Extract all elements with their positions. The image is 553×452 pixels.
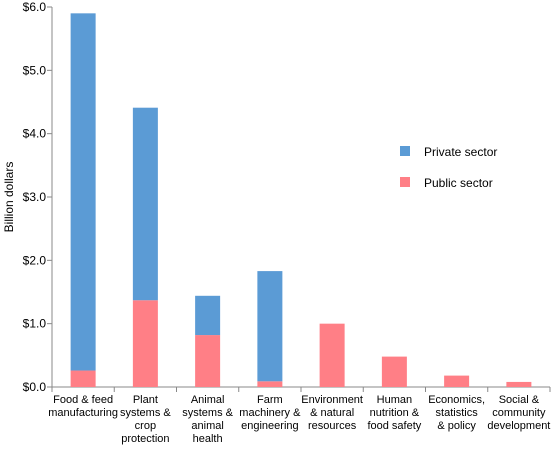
x-tick-label: Food & feed manufacturing (48, 394, 118, 419)
bar-public-sector (444, 375, 470, 387)
legend-swatch (400, 146, 410, 156)
x-tick-label-line: Environment (301, 394, 363, 406)
bar-private-sector (70, 13, 96, 371)
bar-public-sector (381, 356, 407, 387)
x-tick-label: Environment & natural resources (301, 394, 363, 432)
x-tick-label: Human nutrition & food safety (367, 394, 421, 432)
axes-layer (47, 6, 551, 392)
x-tick-label-line: systems & (120, 407, 171, 419)
bar-public-sector (506, 381, 532, 387)
x-tick-label-line: statistics (436, 407, 479, 419)
y-tick-label: $3.0 (23, 190, 47, 204)
legend-swatch (400, 177, 410, 187)
x-tick-label-line: health (193, 433, 223, 445)
x-tick-label-line: & policy (437, 420, 476, 432)
x-tick-label-line: nutrition & (370, 407, 420, 419)
x-tick-label-line: Plant (133, 394, 158, 406)
x-tick-label: Plant systems & crop protection (120, 394, 171, 445)
x-tick-label-line: animal (191, 420, 223, 432)
x-tick-label-line: development (487, 420, 550, 432)
x-tick-label-line: community (492, 407, 546, 419)
bar-public-sector (70, 370, 96, 387)
x-tick-label-line: Social & (499, 394, 540, 406)
x-tick-label-line: food safety (367, 420, 421, 432)
y-tick-label: $6.0 (23, 0, 47, 14)
x-tick-label-line: protection (121, 433, 169, 445)
x-tick-label-line: Animal (191, 394, 225, 406)
legend-label: Private sector (424, 145, 497, 159)
x-tick-label-line: & natural (310, 407, 354, 419)
x-tick-label-line: engineering (241, 420, 299, 432)
bars-layer (70, 13, 532, 387)
x-tick-label-line: crop (135, 420, 156, 432)
bar-private-sector (257, 271, 283, 382)
y-tick-label: $0.0 (23, 380, 47, 394)
labels-layer: $0.0 $1.0 $2.0 $3.0 $4.0 $5.0 $6.0 Billion doll… (2, 0, 550, 445)
legend: Private sector Public sector (400, 145, 497, 190)
x-tick-label-line: resources (308, 420, 357, 432)
x-tick-label-line: machinery & (239, 407, 301, 419)
x-tick-label-line: Human (377, 394, 412, 406)
x-tick-label-line: Farm (257, 394, 283, 406)
x-tick-label: Social & community development (487, 394, 550, 432)
x-tick-label: Animal systems & animal health (182, 394, 233, 445)
bar-public-sector (319, 323, 345, 387)
x-tick-label: Farm machinery & engineering (239, 394, 301, 432)
y-axis-title: Billion dollars (2, 162, 16, 233)
bar-public-sector (257, 381, 283, 387)
y-tick-label: $2.0 (23, 253, 47, 267)
legend-label: Public sector (424, 176, 493, 190)
y-tick-label: $5.0 (23, 63, 47, 77)
y-tick-label: $1.0 (23, 317, 47, 331)
x-tick-label-line: systems & (182, 407, 233, 419)
x-tick-label-line: Food & feed (53, 394, 113, 406)
x-tick-label-line: manufacturing (48, 407, 118, 419)
bar-private-sector (195, 295, 221, 336)
x-tick-label: Economics, statistics & policy (428, 394, 485, 432)
bar-public-sector (132, 300, 158, 387)
bar-public-sector (195, 335, 221, 387)
y-tick-label: $4.0 (23, 127, 47, 141)
x-tick-label-line: Economics, (428, 394, 485, 406)
bar-private-sector (132, 107, 158, 301)
